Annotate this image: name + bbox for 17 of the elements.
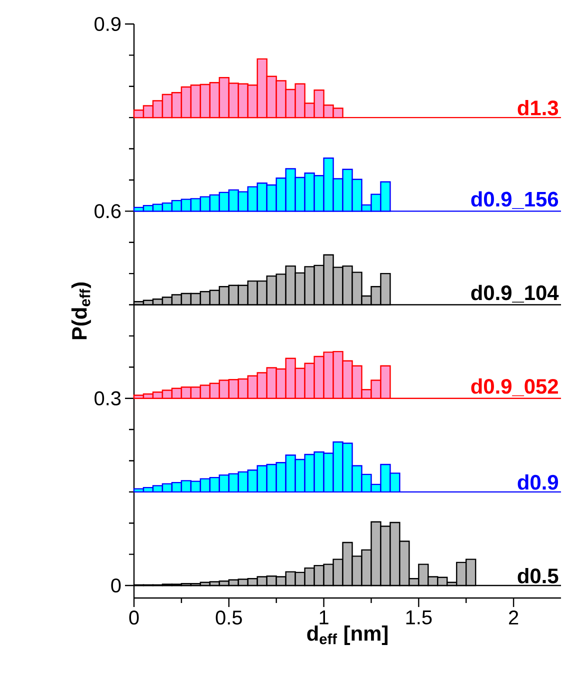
y-tick-label: 0.3 [94,391,121,406]
x-tick-label: 0 [129,610,139,625]
x-axis-title: d$_{eff}$ [nm] [307,625,388,645]
x-tick-label: 1 [320,610,328,624]
ref-line-label: d0.9 [518,474,558,490]
x-tick-label: 2 [509,610,518,624]
ref-line-label: d0.9_052 [471,378,558,396]
ref-line-label: d0.9_104 [471,284,559,303]
x-tick-label: 1.5 [406,610,432,624]
ref-line-label: d1.3 [518,100,558,116]
y-tick-label: 0.9 [94,16,121,32]
ref-line-label: d0.9_156 [471,191,558,209]
y-tick-label: 0.6 [94,204,121,218]
y-tick-label: 0 [111,578,121,593]
y-axis-title: P(d$_{eff}$) [71,282,91,340]
ref-line-label: d0.5 [518,568,558,584]
x-tick-label: 0.5 [216,610,242,625]
